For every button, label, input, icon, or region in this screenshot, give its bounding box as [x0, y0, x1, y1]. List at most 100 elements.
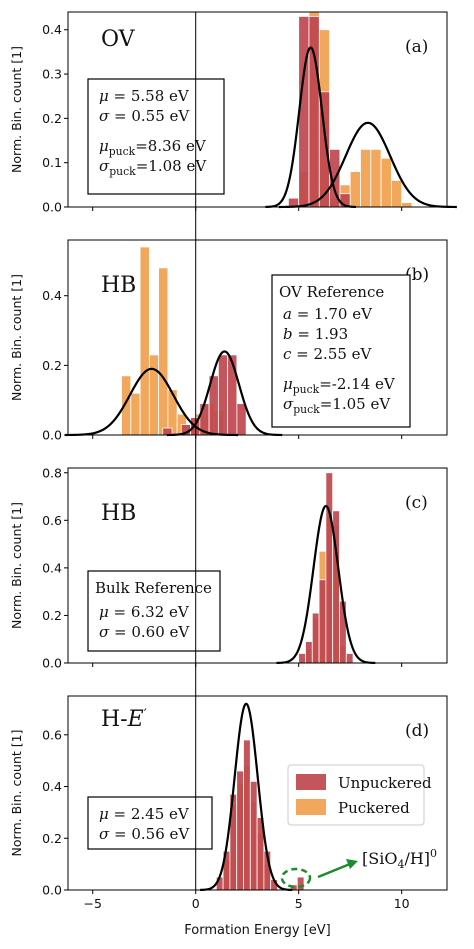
panel-1: 0.0 0.1 0.2 0.3 0.4 Norm. Bin. count [1] (a) OV… [9, 11, 457, 215]
y-tick-label: 0.8 [42, 465, 62, 480]
x-tick-label: 10 [394, 896, 410, 911]
stats-line: c = 2.55 eV [283, 345, 373, 363]
stats-line: σ = 0.56 eV [99, 825, 190, 843]
y-tick-label: 0.1 [42, 155, 62, 170]
defect-label: OV [101, 27, 136, 52]
y-tick-label: 0.0 [42, 656, 62, 671]
legend-swatch-puckered [296, 799, 326, 815]
unpuckered-bar [249, 780, 258, 891]
puckered-bar [130, 392, 141, 436]
panels: 0.0 0.1 0.2 0.3 0.4 Norm. Bin. count [1] (a) OV… [9, 11, 457, 911]
unpuckered-bar [311, 612, 320, 664]
panel-label: (a) [405, 37, 428, 57]
unpuckered-bar [308, 16, 320, 208]
y-tick-label: 0.2 [42, 358, 62, 373]
dashed-ellipse [280, 867, 312, 889]
axes-frame [67, 467, 448, 664]
y-tick-label: 0.2 [42, 831, 62, 846]
defect-label: HB [101, 273, 136, 298]
y-tick-label: 0.0 [42, 428, 62, 443]
stats-line: σ = 0.60 eV [99, 623, 190, 641]
stats-line: σ = 0.55 eV [99, 107, 190, 125]
stats-box-title: OV Reference [279, 283, 384, 301]
axes-frame [67, 11, 448, 208]
x-tick-label: 5 [295, 896, 303, 911]
stats-line: a = 1.70 eV [283, 305, 373, 323]
y-tick-label: 0.4 [42, 22, 62, 37]
annotation-arrow-head [346, 859, 358, 869]
y-tick-label: 0.6 [42, 513, 62, 528]
panel-label: (b) [405, 265, 429, 285]
puckered-bar [139, 246, 150, 436]
axes-frame [67, 239, 448, 436]
stats-box [271, 274, 411, 428]
stats-line: b = 1.93 [283, 325, 348, 343]
y-tick-label: 0.0 [42, 200, 62, 215]
panel-3: 0.0 0.2 0.4 0.6 0.8 Norm. Bin. count [1] (c) HB… [9, 465, 448, 671]
stats-line: μpuck=-2.14 eV [283, 375, 396, 396]
y-tick-label: 0.6 [42, 727, 62, 742]
unpuckered-bar [243, 739, 251, 891]
stats-line: μpuck=8.36 eV [99, 137, 207, 158]
defect-label: H-E′ [101, 707, 147, 732]
stats-box [87, 796, 213, 850]
unpuckered-bar [227, 354, 238, 436]
legend: Unpuckered Puckered [287, 764, 432, 826]
legend-label-unpuckered: Unpuckered [338, 774, 432, 792]
gaussian-fit-line [65, 367, 239, 437]
y-tick-label: 0.0 [42, 883, 62, 898]
panel-2: 0.0 0.2 0.4 Norm. Bin. count [1] (b) HB OV Ref… [9, 239, 448, 443]
stats-box-title: Bulk Reference [95, 579, 212, 597]
y-tick-label: 0.2 [42, 608, 62, 623]
puckered-bar [380, 157, 392, 208]
y-tick-label: 0.4 [42, 560, 62, 575]
puckered-bar [158, 267, 169, 436]
stats-line: σpuck=1.08 eV [99, 157, 207, 178]
unpuckered-bar [318, 579, 327, 664]
puckered-bar [349, 171, 361, 208]
panel-label: (d) [405, 721, 429, 741]
stats-box [87, 570, 221, 652]
unpuckered-bar [345, 653, 354, 664]
gaussian-fit-line [276, 504, 376, 665]
y-axis-label: Norm. Bin. count [1] [9, 46, 24, 173]
puckered-bar [148, 354, 160, 436]
stats-line: σpuck=1.05 eV [283, 395, 391, 416]
y-tick-label: 0.4 [42, 288, 62, 303]
y-tick-label: 0.2 [42, 111, 62, 126]
stats-line: μ = 2.45 eV [99, 805, 190, 823]
axes-frame [67, 695, 448, 891]
puckered-bar [370, 148, 382, 208]
panel-label: (c) [405, 493, 428, 513]
unpuckered-bar [217, 354, 229, 436]
stats-line: μ = 5.58 eV [99, 87, 190, 105]
unpuckered-bar [236, 403, 247, 436]
legend-label-puckered: Puckered [338, 799, 410, 817]
stats-box [87, 78, 225, 195]
y-axis-label: Norm. Bin. count [1] [9, 274, 24, 401]
annotation-arrow-shaft [317, 862, 351, 879]
panel-4: 0.0 0.2 0.4 0.6 −5 0 5 10 Norm. Bin. count [1] (d… [9, 695, 448, 911]
gaussian-fit-line [278, 121, 457, 209]
stats-line: μ = 6.32 eV [99, 603, 190, 621]
x-axis-label: Formation Energy [eV] [184, 923, 330, 938]
gaussian-fit-line [199, 702, 293, 892]
x-tick-label: 0 [192, 896, 200, 911]
unpuckered-bar [325, 472, 334, 664]
x-tick-label: −5 [83, 896, 101, 911]
legend-swatch-unpuckered [296, 774, 326, 790]
gaussian-fit-line [265, 46, 356, 209]
annotation-label: [SiO4/H]0 [362, 847, 437, 871]
unpuckered-bar [298, 653, 306, 664]
puckered-bar [390, 180, 403, 208]
y-tick-label: 0.3 [42, 67, 62, 82]
puckered-bar [360, 148, 372, 208]
gaussian-fit-line [166, 350, 283, 437]
defect-label: HB [101, 501, 136, 526]
y-axis-label: Norm. Bin. count [1] [9, 730, 24, 857]
y-axis-label: Norm. Bin. count [1] [9, 502, 24, 629]
unpuckered-bar [236, 770, 244, 891]
unpuckered-bar [305, 641, 313, 664]
sio4h-annotation: [SiO4/H]0 [280, 847, 437, 889]
